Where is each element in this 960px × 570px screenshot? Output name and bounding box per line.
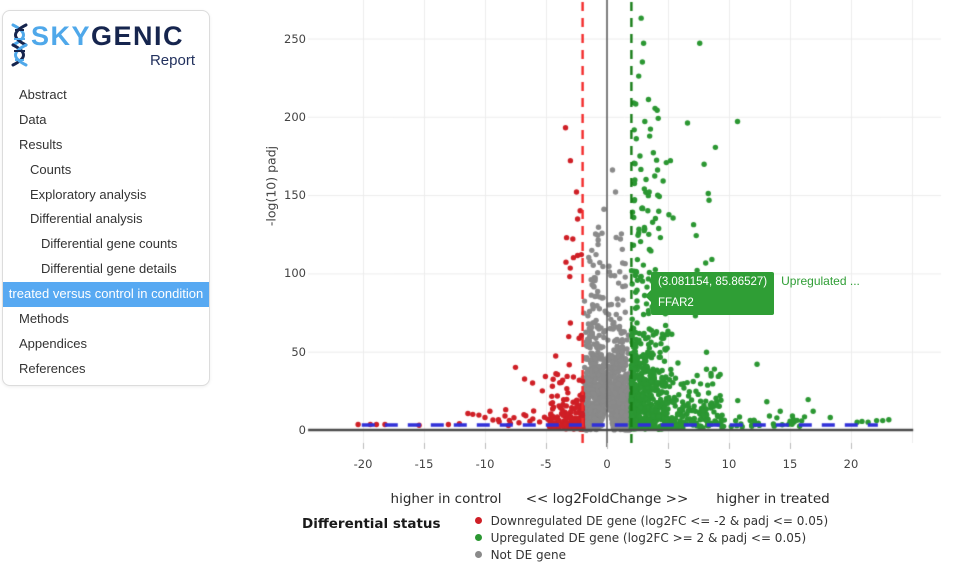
tooltip-gene-name: FFAR2 (658, 297, 694, 309)
x-tick-label: -20 (353, 457, 373, 471)
x-tick-label: -15 (414, 457, 434, 471)
sidebar-item-differential-gene-details[interactable]: Differential gene details (41, 261, 177, 277)
logo: SKYGENIC Report (3, 11, 209, 72)
x-tick-label: 15 (782, 457, 798, 471)
tooltip-box: (3.081154, 85.86527) FFAR2 (645, 272, 775, 315)
brand-sky: SKY (31, 21, 92, 51)
legend-entry[interactable]: Downregulated DE gene (log2FC <= -2 & pa… (474, 512, 829, 529)
y-tick-label: 0 (298, 423, 306, 437)
legend-dot-icon (474, 534, 482, 541)
legend-title: Differential status (302, 516, 441, 532)
sidebar-item-exploratory-analysis[interactable]: Exploratory analysis (30, 186, 147, 202)
sidebar-item-data[interactable]: Data (19, 111, 47, 127)
x-tick-label: 5 (664, 457, 672, 471)
legend-entry[interactable]: Not DE gene (474, 546, 829, 563)
legend: Differential status Downregulated DE gen… (302, 512, 828, 563)
sidebar-item-methods[interactable]: Methods (19, 311, 69, 327)
legend-dot-icon (474, 517, 482, 524)
x-tick-label: 10 (721, 457, 737, 471)
sidebar-item-appendices[interactable]: Appendices (19, 335, 87, 351)
y-tick-label: 100 (284, 266, 306, 281)
sidebar-nav-list: Abstract Data Results Counts Exploratory ana… (3, 83, 209, 382)
sidebar-item-results[interactable]: Results (19, 136, 63, 152)
x-annotation-control: higher in control (390, 491, 502, 507)
legend-rows: Downregulated DE gene (log2FC <= -2 & pa… (474, 512, 829, 563)
sidebar-item-counts[interactable]: Counts (30, 161, 72, 177)
sidebar-item-differential-analysis[interactable]: Differential analysis (30, 211, 143, 227)
tooltip-coordinates: (3.081154, 85.86527) (658, 276, 768, 288)
report-sidebar: SKYGENIC Report Abstract Data Results Count… (2, 10, 210, 386)
y-tick-label: 250 (284, 31, 306, 46)
x-annotation-treated: higher in treated (716, 491, 830, 507)
hover-tooltip: (3.081154, 85.86527) FFAR2 Upregulated .… (645, 272, 860, 315)
legend-entry-label: Not DE gene (490, 547, 567, 562)
y-tick-label: 150 (284, 188, 306, 203)
y-tick-label: 50 (291, 344, 306, 359)
y-tick-label: 200 (284, 109, 306, 124)
y-axis-title: -log(10) padj (263, 145, 279, 227)
sidebar-item-treated-versus-control-in-condition[interactable]: treated versus control in condition (3, 282, 209, 308)
legend-entry-label: Upregulated DE gene (log2FC >= 2 & padj … (490, 530, 807, 545)
legend-dot-icon (474, 551, 482, 558)
x-axis-title: << log2FoldChange >> (525, 491, 689, 507)
tooltip-arrow (645, 290, 651, 302)
sidebar-item-abstract[interactable]: Abstract (19, 87, 67, 102)
brand-subtitle: Report (149, 52, 195, 69)
sidebar-item-differential-gene-counts[interactable]: Differential gene counts (41, 236, 178, 252)
x-tick-label: 0 (603, 457, 611, 471)
sidebar-item-references[interactable]: References (19, 360, 86, 376)
x-tick-label: -10 (475, 457, 495, 471)
legend-entry-label: Downregulated DE gene (log2FC <= -2 & pa… (490, 513, 829, 528)
legend-entry[interactable]: Upregulated DE gene (log2FC >= 2 & padj … (474, 529, 829, 546)
dna-helix-icon (9, 23, 31, 72)
tooltip-status-label: Upregulated ... (781, 274, 860, 288)
brand-name: SKYGENIC (31, 21, 184, 51)
brand-genic: GENIC (91, 21, 185, 51)
x-tick-label: 20 (843, 457, 859, 471)
x-tick-label: -5 (540, 457, 552, 471)
